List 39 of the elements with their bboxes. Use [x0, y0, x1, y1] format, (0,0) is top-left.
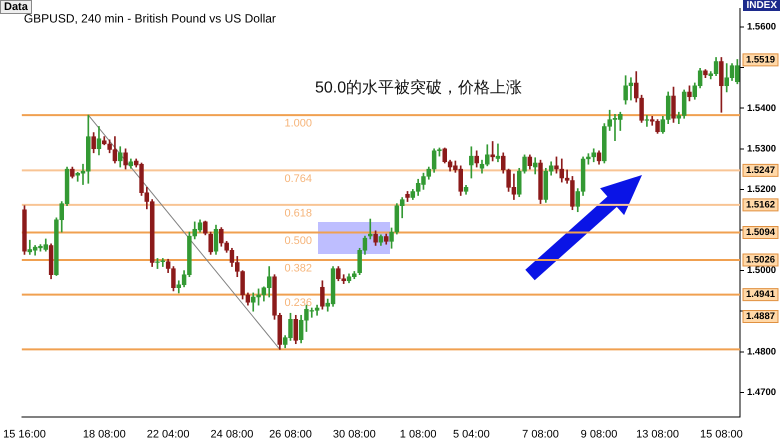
x-tick-label: 22 04:00	[146, 428, 190, 440]
x-tick-label: 18 08:00	[82, 428, 126, 440]
annotation: 0.236	[284, 297, 312, 310]
x-tick-label: 30 08:00	[332, 428, 376, 440]
annotation: 0.764	[284, 172, 312, 185]
x-tick-label: 24 08:00	[210, 428, 254, 440]
y-tick-label: 1.5000	[747, 265, 776, 276]
x-tick-label: 1 08:00	[400, 428, 436, 440]
annotation: 0.618	[284, 207, 312, 220]
y-tick-label: 1.5400	[747, 102, 776, 114]
x-tick-label: 5 04:00	[452, 428, 490, 440]
x-tick-label: 7 08:00	[522, 428, 559, 440]
x-tick-label: 13 08:00	[636, 428, 679, 440]
chart-title: GBPUSD, 240 min - British Pound vs US Dollar	[24, 11, 276, 26]
y-tick-label: 1.5600	[747, 22, 776, 33]
ref-line-label: 1.5026	[746, 254, 776, 266]
ref-line-label: 1.5094	[746, 227, 776, 238]
annotation: 1.4887	[746, 311, 776, 322]
annotation: 1.5519	[746, 54, 776, 66]
ref-line-label: 1.5162	[746, 199, 776, 210]
text: INDEX	[743, 0, 780, 11]
annotation: Data	[0, 0, 32, 14]
x-tick-label: 26 08:00	[269, 428, 312, 440]
x-tick-label: 15 16:00	[3, 428, 46, 440]
x-tick-label: 15 08:00	[700, 428, 743, 440]
candlestick	[554, 156, 559, 174]
y-tick-label: 1.5300	[747, 143, 776, 154]
ref-line-label: 1.5247	[746, 164, 776, 176]
annotation: 0.500	[284, 234, 312, 247]
y-tick-label: 1.4700	[747, 387, 776, 398]
ref-line-label: 1.4941	[746, 289, 776, 300]
candlestick	[496, 144, 500, 162]
x-tick-label: 9 08:00	[580, 428, 618, 440]
annotation: 50.0的水平被突破，价格上涨	[315, 78, 522, 96]
annotation: 0.382	[284, 262, 312, 275]
annotation: 1.000	[284, 118, 312, 130]
y-tick-label: 1.5200	[747, 184, 776, 196]
y-tick-label: 1.4800	[747, 346, 776, 358]
candlestick	[256, 288, 261, 306]
